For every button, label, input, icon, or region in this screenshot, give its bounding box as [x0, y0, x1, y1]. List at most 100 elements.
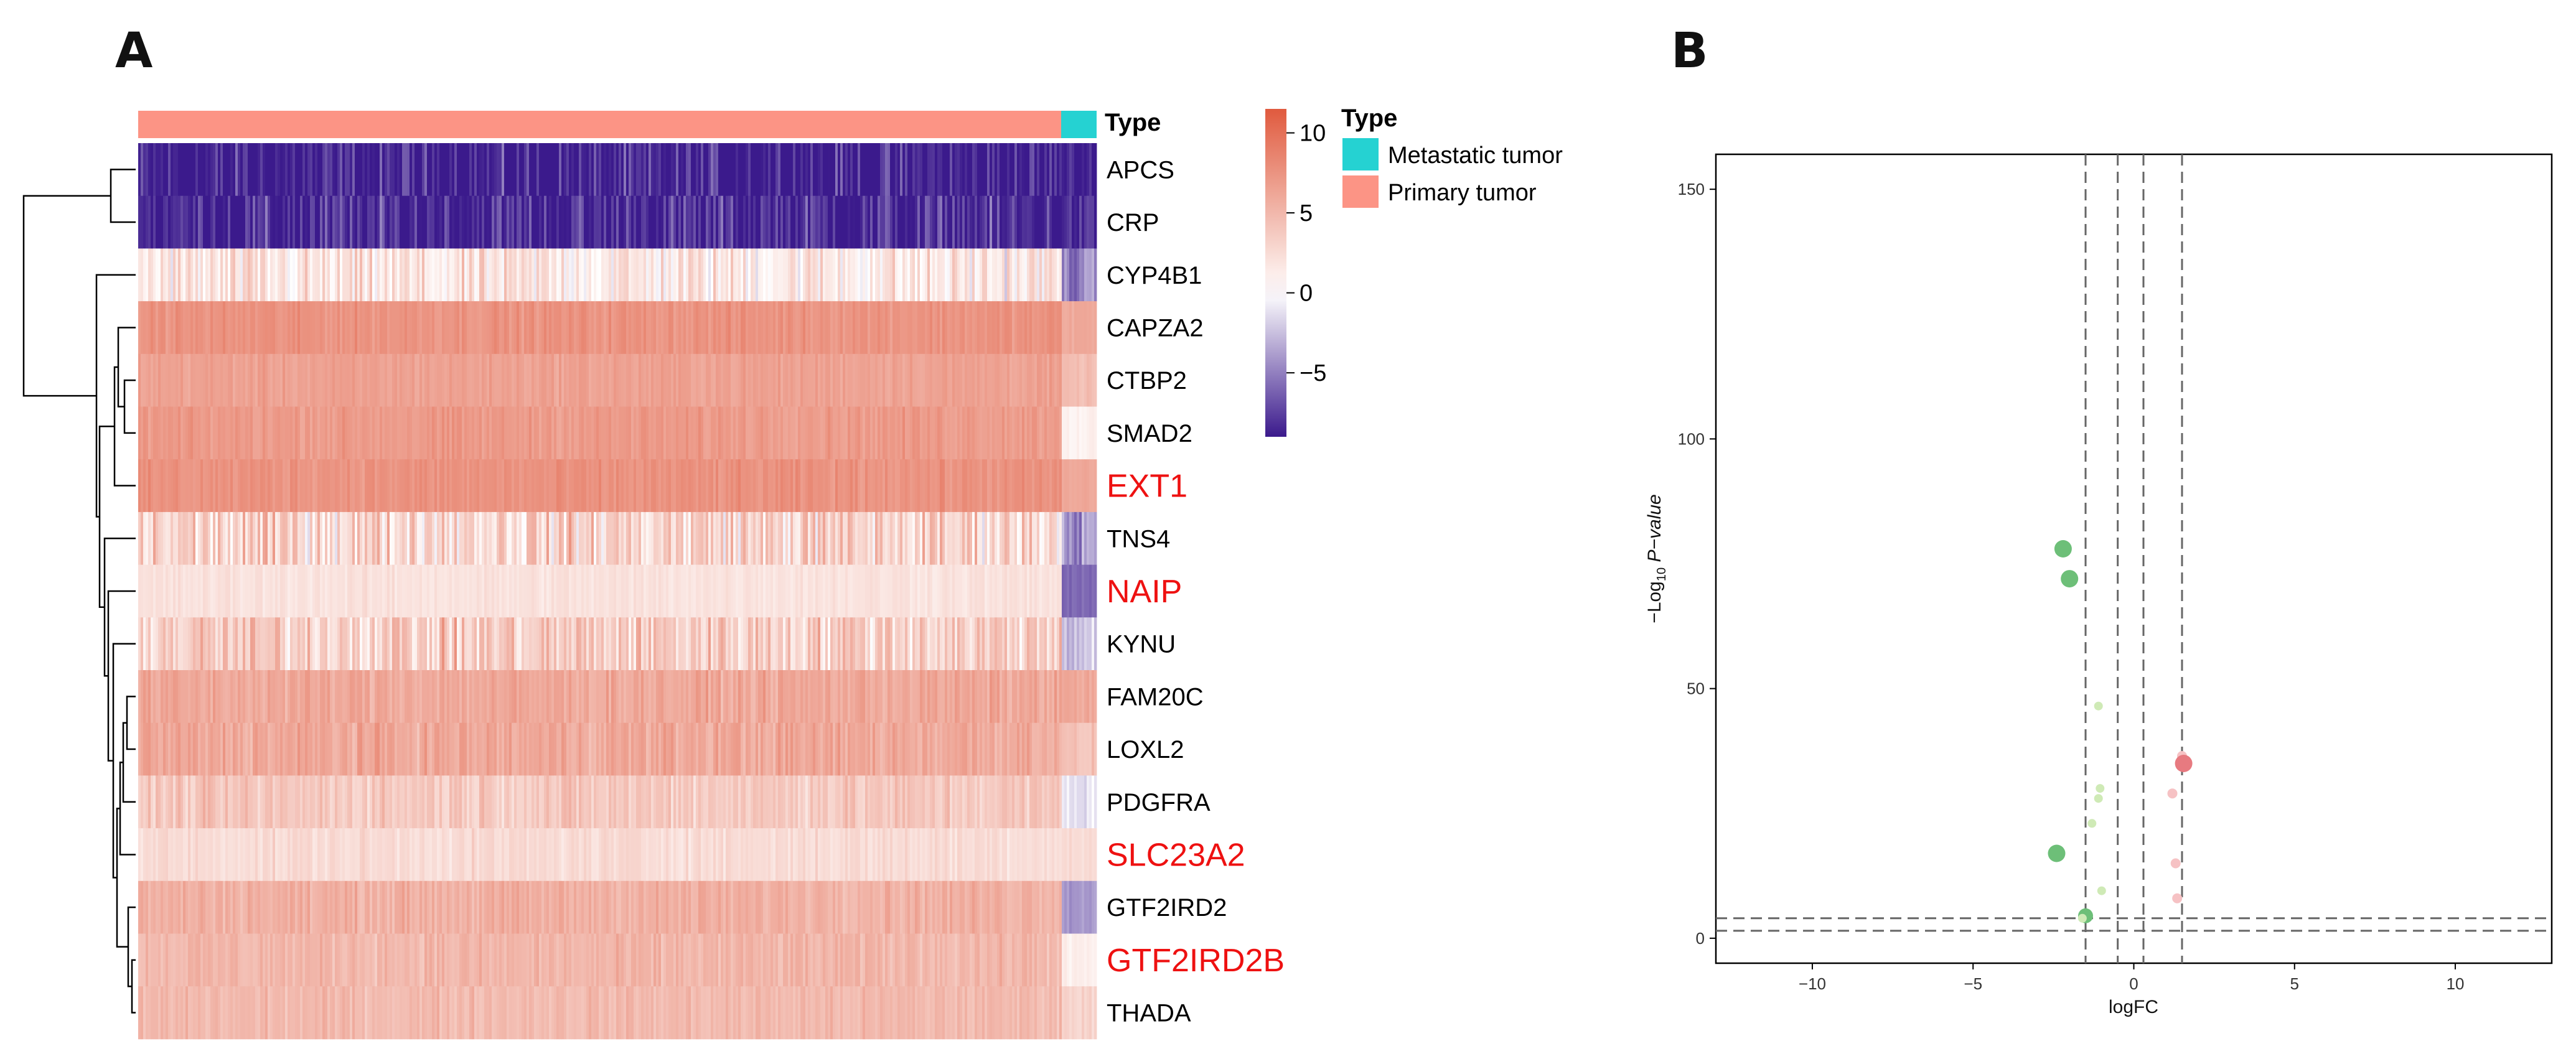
- heatmap-cell: [340, 406, 343, 460]
- heatmap-cell: [698, 722, 701, 776]
- heatmap-cell: [833, 511, 836, 565]
- heatmap-cell: [805, 670, 808, 724]
- heatmap-cell: [278, 301, 281, 355]
- heatmap-cell: [332, 248, 335, 302]
- heatmap-cell: [795, 564, 799, 618]
- heatmap-cell: [850, 195, 853, 249]
- heatmap-cell: [912, 564, 916, 618]
- heatmap-cell: [1012, 406, 1015, 460]
- heatmap-cell: [335, 775, 338, 829]
- heatmap-cell: [649, 406, 652, 460]
- heatmap-cell: [897, 617, 901, 671]
- heatmap-cell: [512, 564, 515, 618]
- heatmap-cell: [917, 459, 920, 513]
- heatmap-cell: [656, 617, 659, 671]
- heatmap-cell: [459, 670, 462, 724]
- heatmap-cell: [469, 459, 472, 513]
- heatmap-cell: [559, 195, 562, 249]
- heatmap-cell: [462, 670, 465, 724]
- heatmap-cell: [815, 195, 818, 249]
- heatmap-cell: [1059, 248, 1062, 302]
- heatmap-cell: [1077, 353, 1080, 407]
- heatmap-cell: [835, 722, 838, 776]
- heatmap-cell: [701, 459, 704, 513]
- heatmap-cell: [731, 511, 734, 565]
- heatmap-cell: [678, 511, 681, 565]
- heatmap-cell: [449, 459, 452, 513]
- heatmap-cell: [574, 564, 577, 618]
- heatmap-cell: [467, 775, 470, 829]
- heatmap-cell: [830, 406, 833, 460]
- heatmap-cell: [848, 564, 851, 618]
- heatmap-cell: [1009, 617, 1013, 671]
- heatmap-cell: [571, 248, 574, 302]
- heatmap-cell: [743, 195, 746, 249]
- heatmap-cell: [283, 406, 286, 460]
- heatmap-cell: [307, 564, 311, 618]
- heatmap-cell: [1014, 564, 1018, 618]
- heatmap-cell: [840, 406, 843, 460]
- heatmap-cell: [815, 459, 818, 513]
- heatmap-cell: [1042, 617, 1045, 671]
- heatmap-cell: [571, 722, 574, 776]
- heatmap-cell: [753, 248, 756, 302]
- heatmap-cell: [733, 617, 736, 671]
- heatmap-cell: [350, 143, 353, 197]
- heatmap-cell: [330, 722, 333, 776]
- heatmap-cell: [138, 564, 141, 618]
- heatmap-cell: [873, 722, 876, 776]
- heatmap-cell: [449, 248, 452, 302]
- heatmap-cell: [639, 406, 642, 460]
- heatmap-cell: [255, 459, 258, 513]
- heatmap-cell: [681, 353, 684, 407]
- heatmap-cell: [168, 248, 171, 302]
- heatmap-cell: [218, 670, 221, 724]
- heatmap-cell: [288, 617, 291, 671]
- heatmap-cell: [731, 670, 734, 724]
- heatmap-cell: [937, 564, 940, 618]
- heatmap-row-capza2: [138, 301, 1097, 355]
- heatmap-cell: [527, 564, 530, 618]
- heatmap-cell: [477, 353, 480, 407]
- heatmap-cell: [768, 459, 771, 513]
- heatmap-cell: [666, 564, 669, 618]
- heatmap-cell: [1094, 406, 1097, 460]
- heatmap-cell: [775, 195, 779, 249]
- heatmap-cell: [442, 564, 445, 618]
- heatmap-cell: [746, 301, 749, 355]
- heatmap-cell: [429, 406, 433, 460]
- heatmap-cell: [151, 353, 154, 407]
- heatmap-cell: [646, 617, 649, 671]
- heatmap-cell: [1092, 406, 1095, 460]
- heatmap-cell: [713, 511, 716, 565]
- heatmap-cell: [803, 143, 806, 197]
- heatmap-cell: [992, 722, 995, 776]
- heatmap-cell: [519, 248, 522, 302]
- heatmap-cell: [439, 459, 443, 513]
- heatmap-cell: [1000, 722, 1003, 776]
- heatmap-cell: [395, 301, 398, 355]
- heatmap-cell: [863, 617, 866, 671]
- heatmap-cell: [258, 775, 261, 829]
- heatmap-cell: [952, 670, 955, 724]
- heatmap-cell: [320, 248, 323, 302]
- heatmap-cell: [529, 301, 532, 355]
- heatmap-cell: [427, 248, 430, 302]
- heatmap-cell: [775, 248, 779, 302]
- heatmap-cell: [444, 406, 447, 460]
- heatmap-cell: [995, 670, 998, 724]
- heatmap-cell: [444, 617, 447, 671]
- heatmap-cell: [770, 195, 774, 249]
- heatmap-cell: [1024, 301, 1028, 355]
- heatmap-cell: [766, 670, 769, 724]
- heatmap-cell: [751, 143, 754, 197]
- heatmap-cell: [171, 670, 174, 724]
- heatmap-cell: [631, 564, 634, 618]
- heatmap-cell: [868, 722, 871, 776]
- heatmap-cell: [868, 564, 871, 618]
- heatmap-cell: [855, 670, 858, 724]
- heatmap-cell: [512, 143, 515, 197]
- heatmap-cell: [410, 406, 413, 460]
- heatmap-cell: [586, 406, 589, 460]
- heatmap-cell: [888, 459, 891, 513]
